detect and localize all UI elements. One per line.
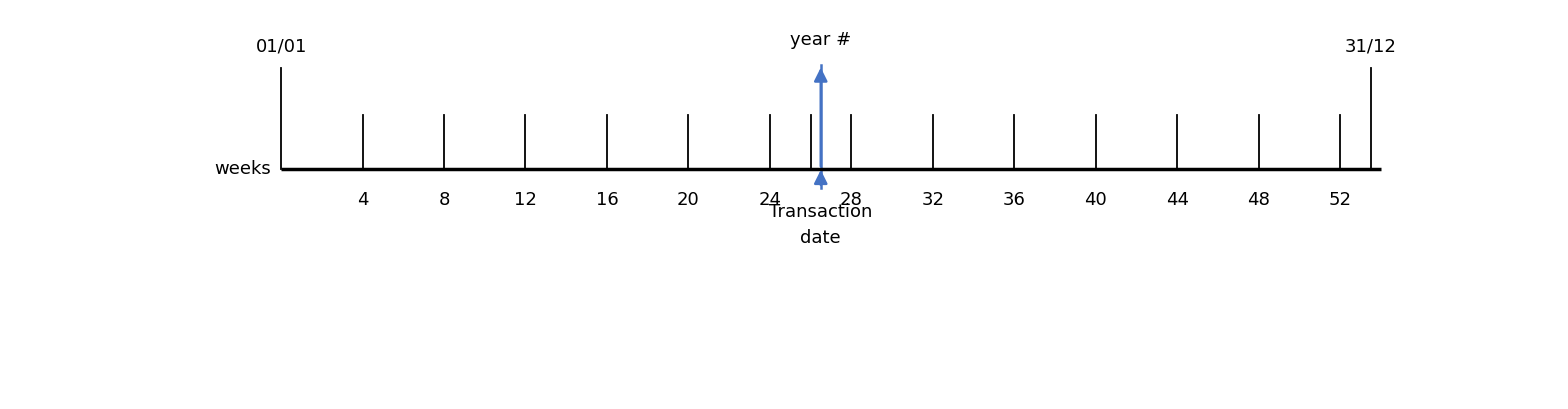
Text: 20: 20 [677, 191, 699, 209]
Text: 01/01: 01/01 [256, 37, 307, 55]
Text: 36: 36 [1004, 191, 1025, 209]
Text: 24: 24 [759, 191, 781, 209]
Text: 4: 4 [358, 191, 368, 209]
Text: 52: 52 [1328, 191, 1352, 209]
Text: 28: 28 [840, 191, 862, 209]
Text: Transaction: Transaction [768, 203, 872, 221]
Text: 40: 40 [1085, 191, 1107, 209]
Text: 48: 48 [1247, 191, 1270, 209]
Text: weeks: weeks [215, 160, 271, 178]
Text: 8: 8 [439, 191, 450, 209]
Text: 12: 12 [514, 191, 536, 209]
Text: date: date [800, 229, 840, 247]
Text: 32: 32 [922, 191, 944, 209]
Text: 31/12: 31/12 [1345, 37, 1397, 55]
Text: year #: year # [790, 31, 851, 49]
Text: 16: 16 [596, 191, 618, 209]
Text: 44: 44 [1165, 191, 1189, 209]
